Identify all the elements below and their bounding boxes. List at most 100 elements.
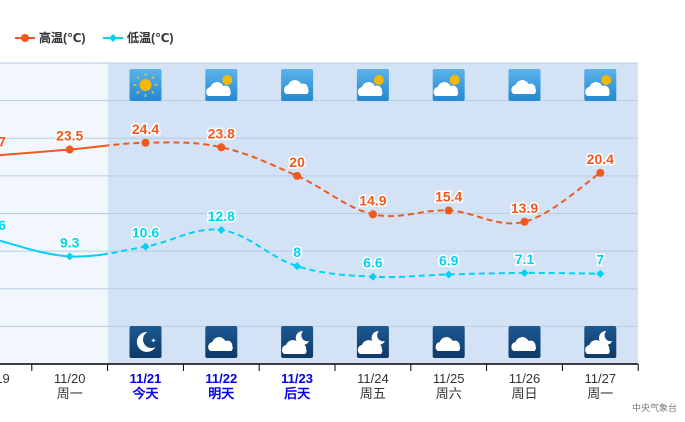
ray <box>136 90 140 95</box>
cloud <box>585 340 610 354</box>
high-line-past <box>0 144 108 157</box>
sun <box>222 75 233 85</box>
cloudy-icon <box>508 69 541 101</box>
partly-cloudy-icon <box>584 69 617 101</box>
partly-cloudy-icon <box>356 69 389 101</box>
clear-night-icon: ✦ <box>129 326 162 358</box>
cloud <box>208 337 233 351</box>
high-value-label: 13.9 <box>511 200 538 216</box>
weekday-label: 周五 <box>360 386 386 401</box>
low-value-label: 7 <box>596 252 604 268</box>
low-point <box>217 226 226 235</box>
low-point <box>520 268 529 277</box>
ray <box>136 75 140 80</box>
low-point <box>444 270 453 279</box>
weekday-label: 后天 <box>284 386 311 401</box>
high-value-label: 15.4 <box>435 188 462 204</box>
sun <box>139 79 152 91</box>
low-line-past <box>0 239 108 258</box>
date-label: 11/23 <box>281 371 313 386</box>
low-value-label: 8 <box>293 244 301 260</box>
high-value-label: 23.8 <box>208 125 235 141</box>
high-point <box>520 217 529 226</box>
high-value-label: 20.4 <box>587 151 614 167</box>
cloud <box>433 82 459 96</box>
high-value-label: 20 <box>289 154 305 170</box>
legend-low-marker <box>103 33 123 42</box>
cloudy-icon <box>508 326 541 358</box>
high-point <box>368 210 377 219</box>
high-value-label: 24.4 <box>132 121 159 137</box>
moon <box>136 331 156 352</box>
cloud <box>283 80 309 94</box>
weekday-label: 周一 <box>57 386 83 401</box>
legend-high-marker <box>15 33 35 42</box>
cloud <box>357 340 383 354</box>
icon-bg <box>129 326 162 358</box>
legend-high-label: 高温(℃) <box>39 31 86 45</box>
cloud <box>281 340 307 354</box>
ray <box>151 90 155 95</box>
weekday-label: 周一 <box>587 386 613 401</box>
cloud <box>357 82 383 96</box>
low-value-label: 7.1 <box>515 251 535 267</box>
high-line-forecast <box>108 141 601 225</box>
low-value-label: 12.8 <box>208 208 235 224</box>
ray <box>151 75 155 80</box>
date-label: 11/24 <box>357 371 389 386</box>
weekday-label: 周日 <box>511 386 537 401</box>
date-label: 11/22 <box>205 371 237 386</box>
high-point <box>293 171 302 180</box>
weekday-label: 明天 <box>208 386 235 401</box>
moon <box>598 330 613 345</box>
low-point <box>368 272 377 281</box>
cloudy-icon <box>432 326 465 358</box>
high-value-label: 7 <box>0 134 6 150</box>
low-value-label: 6 <box>0 217 6 233</box>
partly-cloudy-night-icon <box>584 326 617 358</box>
low-point <box>141 242 150 251</box>
weekday-label: 周六 <box>436 386 462 401</box>
cloudy-icon <box>205 326 238 358</box>
sun <box>373 75 384 85</box>
low-point <box>65 252 74 261</box>
cloud <box>206 82 231 96</box>
high-point <box>65 145 74 154</box>
low-value-label: 6.9 <box>439 252 459 268</box>
date-label: 11/21 <box>130 371 162 386</box>
date-label: 11/20 <box>54 371 86 386</box>
partly-cloudy-night-icon <box>356 326 389 358</box>
sun <box>601 75 612 85</box>
low-value-label: 9.3 <box>60 234 80 250</box>
cloud <box>511 80 536 94</box>
source-label: 中央气象台 <box>631 403 677 413</box>
low-value-label: 10.6 <box>132 225 159 241</box>
sunny-icon <box>129 69 162 101</box>
partly-cloudy-icon <box>432 69 465 101</box>
date-label: 11/19 <box>0 371 10 386</box>
cloudy-icon <box>281 69 314 101</box>
high-point <box>596 168 605 177</box>
high-point <box>444 206 453 215</box>
partly-cloudy-icon <box>205 69 238 101</box>
legend-low[interactable]: 低温(℃) <box>103 29 174 46</box>
low-value-label: 6.6 <box>363 255 383 271</box>
high-value-label: 23.5 <box>56 128 83 144</box>
cloud <box>585 82 610 96</box>
moon <box>371 330 385 345</box>
legend-high[interactable]: 高温(℃) <box>15 29 86 46</box>
sun <box>449 75 460 85</box>
weekday-label: 今天 <box>131 386 159 401</box>
high-point <box>217 143 226 152</box>
high-value-label: 14.9 <box>359 192 386 208</box>
star: ✦ <box>151 337 157 345</box>
low-point <box>293 262 302 271</box>
low-point <box>596 269 605 278</box>
high-point <box>141 138 150 147</box>
date-label: 11/25 <box>433 371 465 386</box>
date-label: 11/26 <box>509 371 541 386</box>
legend-low-label: 低温(℃) <box>127 31 174 45</box>
cloud <box>435 337 461 351</box>
moon <box>295 330 310 345</box>
